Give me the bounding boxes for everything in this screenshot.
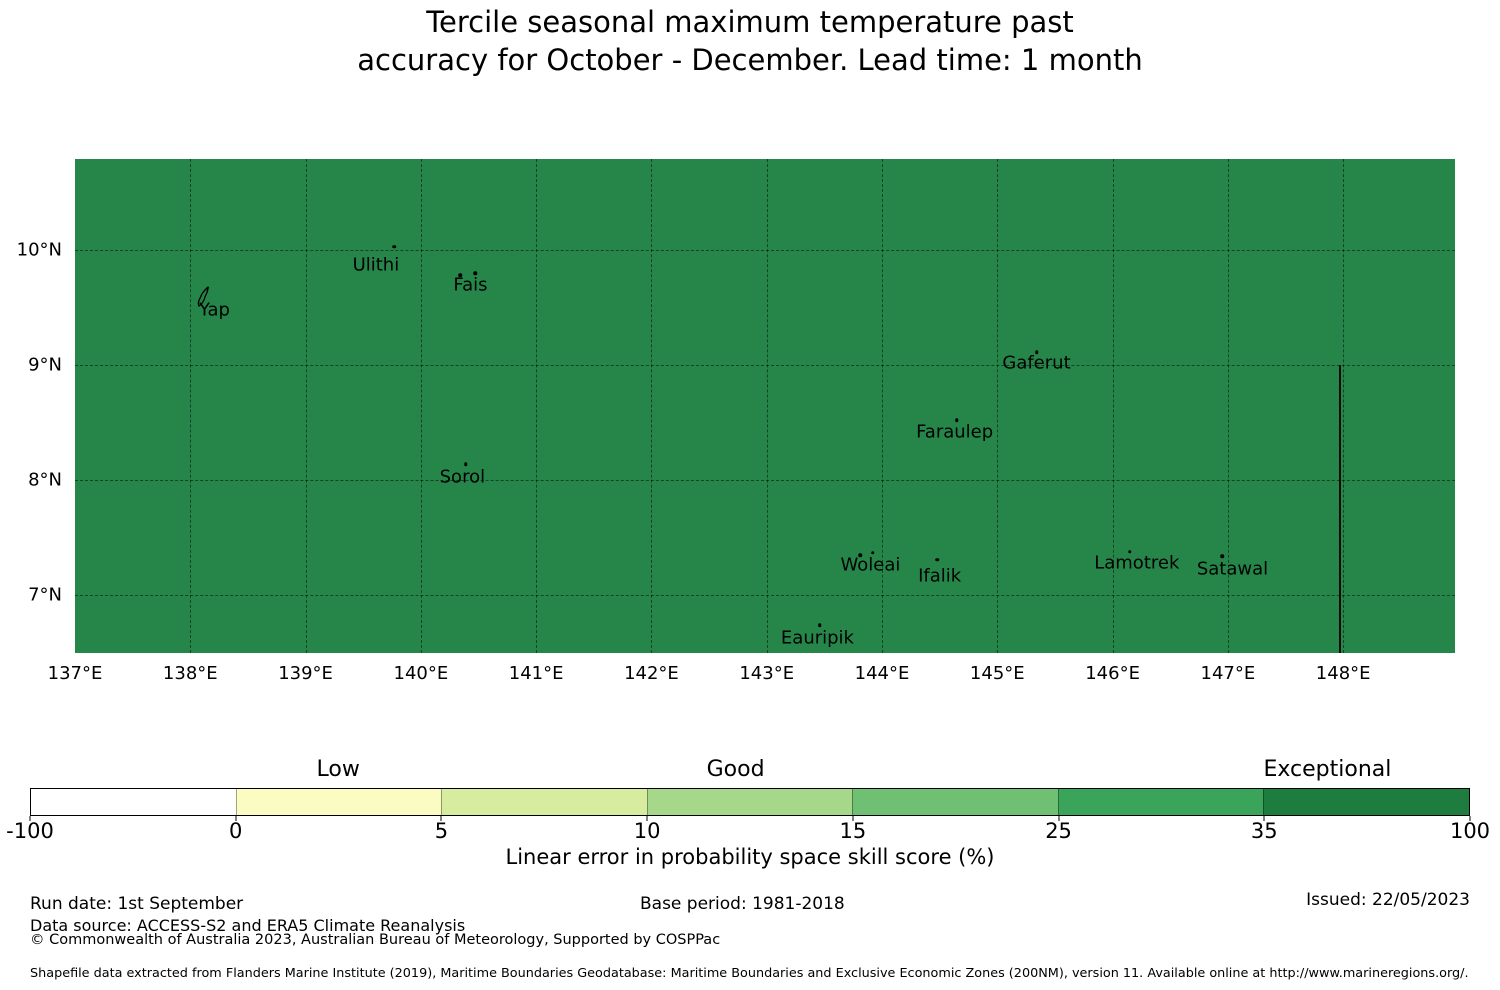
colorbar-tick-mark bbox=[29, 816, 31, 821]
colorbar-tick-label: 25 bbox=[1045, 819, 1072, 843]
island-marker-dot bbox=[1220, 554, 1224, 559]
island-marker-dot bbox=[858, 553, 862, 557]
island-marker-dot bbox=[818, 623, 822, 628]
lon-tick-label: 143°E bbox=[739, 663, 795, 684]
colorbar-segment bbox=[1057, 789, 1264, 815]
island-label-eauripik: Eauripik bbox=[780, 627, 854, 649]
colorbar bbox=[30, 788, 1470, 816]
island-marker-dot bbox=[935, 557, 940, 562]
colorbar-tick-mark bbox=[1469, 816, 1471, 821]
colorbar-tick-mark bbox=[1058, 816, 1060, 821]
colorbar-caption: Linear error in probability space skill … bbox=[505, 845, 995, 869]
latitude-gridline bbox=[75, 249, 1455, 251]
colorbar-tick-mark bbox=[440, 816, 442, 821]
longitude-gridline bbox=[305, 159, 307, 653]
longitude-gridline bbox=[190, 159, 192, 653]
island-outline-icon bbox=[197, 286, 210, 308]
data-source-text: Data source: ACCESS-S2 and ERA5 Climate … bbox=[30, 916, 466, 935]
island-label-faraulep: Faraulep bbox=[916, 421, 994, 443]
island-label-ifalik: Ifalik bbox=[918, 565, 962, 587]
lon-tick-label: 142°E bbox=[624, 663, 679, 684]
longitude-gridline bbox=[882, 159, 884, 653]
lon-tick-label: 144°E bbox=[854, 663, 910, 684]
colorbar-segment bbox=[441, 789, 647, 815]
colorbar-segment bbox=[235, 789, 442, 815]
island-label-yap: Yap bbox=[198, 299, 230, 321]
lon-tick-label: 148°E bbox=[1315, 663, 1371, 684]
lat-tick-label: 8°N bbox=[28, 469, 62, 491]
latitude-gridline bbox=[75, 365, 1455, 367]
colorbar-tick-mark bbox=[235, 816, 237, 821]
lon-tick-label: 138°E bbox=[162, 663, 218, 684]
lat-tick-label: 7°N bbox=[28, 584, 62, 606]
colorbar-segment bbox=[31, 789, 236, 815]
colorbar-category-label: Good bbox=[706, 757, 765, 782]
longitude-gridline bbox=[651, 159, 653, 653]
colorbar-category-label: Exceptional bbox=[1263, 757, 1392, 782]
copyright-text: © Commonwealth of Australia 2023, Austra… bbox=[30, 932, 721, 948]
longitude-gridline bbox=[420, 159, 422, 653]
lon-tick-label: 146°E bbox=[1085, 663, 1140, 684]
colorbar-segment bbox=[852, 789, 1058, 815]
lon-tick-label: 147°E bbox=[1200, 663, 1256, 684]
colorbar-tick-label: 5 bbox=[434, 819, 449, 843]
colorbar-segment bbox=[1263, 789, 1470, 815]
longitude-gridline bbox=[1112, 159, 1114, 653]
colorbar-tick-label: 10 bbox=[633, 819, 661, 843]
island-marker-dot bbox=[871, 551, 875, 555]
island-outline-yap bbox=[196, 286, 212, 312]
longitude-gridline bbox=[536, 159, 538, 653]
latitude-gridline bbox=[75, 480, 1455, 482]
shapefile-note-text: Shapefile data extracted from Flanders M… bbox=[30, 966, 1469, 981]
island-label-ulithi: Ulithi bbox=[352, 254, 400, 276]
colorbar-tick-label: 0 bbox=[229, 819, 243, 843]
colorbar-tick-mark bbox=[852, 816, 854, 821]
island-marker-dot bbox=[955, 418, 959, 423]
island-label-woleai: Woleai bbox=[840, 554, 901, 576]
issued-date-text: Issued: 22/05/2023 bbox=[1306, 890, 1470, 910]
title-line-1: Tercile seasonal maximum temperature pas… bbox=[426, 5, 1074, 39]
colorbar-tick-label: 35 bbox=[1250, 819, 1278, 843]
colorbar-tick-label: -100 bbox=[6, 819, 54, 843]
longitude-gridline bbox=[1343, 159, 1345, 653]
lon-tick-label: 141°E bbox=[508, 663, 564, 684]
colorbar-tick-mark bbox=[646, 816, 648, 821]
island-label-gaferut: Gaferut bbox=[1002, 352, 1071, 374]
lon-tick-label: 137°E bbox=[47, 663, 103, 684]
figure-title: Tercile seasonal maximum temperature pas… bbox=[0, 3, 1500, 79]
island-marker-dot bbox=[392, 244, 397, 249]
lat-tick-label: 10°N bbox=[16, 239, 62, 261]
island-label-sorol: Sorol bbox=[439, 466, 486, 488]
longitude-gridline bbox=[1227, 159, 1229, 653]
map-area: Yap Ulithi Fais Gaferut Faraulep Sorol Woleai I… bbox=[75, 159, 1455, 653]
lon-tick-label: 139°E bbox=[278, 663, 333, 684]
island-marker-dot bbox=[1128, 549, 1132, 554]
island-label-fais: Fais bbox=[453, 274, 488, 295]
colorbar-tick-label: 15 bbox=[839, 819, 867, 843]
colorbar-tick-mark bbox=[1263, 816, 1265, 821]
island-marker-dot bbox=[464, 462, 468, 466]
colorbar-segment bbox=[646, 789, 853, 815]
lon-tick-label: 145°E bbox=[969, 663, 1025, 684]
lat-tick-label: 9°N bbox=[28, 354, 62, 376]
island-marker-dot bbox=[1034, 350, 1039, 355]
longitude-gridline bbox=[997, 159, 999, 653]
island-label-lamotrek: Lamotrek bbox=[1094, 552, 1180, 574]
eez-boundary-line bbox=[1338, 365, 1341, 653]
island-label-satawal: Satawal bbox=[1196, 558, 1269, 580]
colorbar-tick-label: 100 bbox=[1449, 819, 1491, 843]
lon-tick-label: 140°E bbox=[393, 663, 449, 684]
run-date-text: Run date: 1st September bbox=[30, 894, 244, 914]
colorbar-category-label: Low bbox=[316, 757, 360, 782]
island-marker-dot bbox=[458, 273, 462, 278]
title-line-2: accuracy for October - December. Lead ti… bbox=[357, 43, 1143, 77]
latitude-gridline bbox=[75, 595, 1455, 597]
base-period-text: Base period: 1981-2018 bbox=[640, 894, 845, 914]
longitude-gridline bbox=[766, 159, 768, 653]
island-marker-dot bbox=[473, 271, 477, 275]
